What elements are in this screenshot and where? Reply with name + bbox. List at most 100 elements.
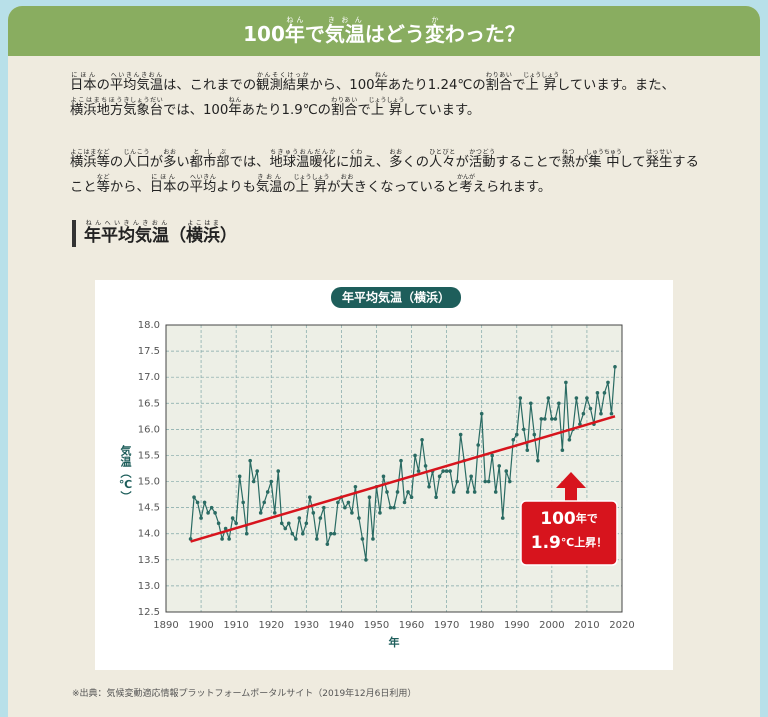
ruby-base: 考 [457,180,476,195]
data-point [609,411,614,416]
annotation-text: 100年で [540,509,598,529]
ruby-word: 考かんが [457,174,476,195]
data-point [364,558,368,562]
furigana: よこはま [186,220,220,227]
ruby-word: 人口じんこう [123,149,150,170]
data-point [322,505,326,510]
furigana: よこはまなど [70,149,110,156]
data-point [557,401,561,406]
data-point [490,453,495,458]
furigana: としぶ [189,149,230,156]
ruby-word: 人々ひとびと [429,149,456,170]
furigana: かつどう [468,149,496,156]
text: で [512,78,526,93]
ruby-base: 多 [163,155,177,170]
text: することで [495,155,562,170]
furigana: にほん [149,174,177,181]
ruby-base: 年平均気温 [84,226,169,246]
data-point [244,531,249,536]
data-point [525,448,530,453]
data-point [581,411,586,416]
furigana: ねんへいきんきおん [84,220,169,227]
data-point [441,469,445,473]
furigana: しゅうちゅう [585,149,622,156]
ruby-base: 発生 [645,155,673,170]
data-point [357,516,361,520]
text: くの [402,155,430,170]
text: では、 [229,155,270,170]
data-point [521,427,526,432]
ruby-word: 発生はっせい [645,149,673,170]
data-point [251,479,256,484]
text: が [149,155,164,170]
data-point [385,490,389,494]
data-point [381,474,386,479]
data-point [550,417,554,421]
data-point [311,511,316,515]
data-point [206,511,210,515]
text: は、これまでの [163,78,257,93]
y-tick-label: 14.5 [138,503,160,514]
data-point [409,495,414,500]
ruby-word: 等など [96,174,110,195]
data-point [423,464,428,468]
data-point [220,537,224,541]
furigana: くわ [349,149,363,156]
ruby-word: 割合わりあい [331,97,358,118]
text: はどう [364,22,425,46]
data-point [486,479,491,484]
text: きくなっていると [353,180,460,195]
ruby-base: 横浜地方 [70,103,124,118]
data-point [560,448,565,453]
data-point [378,511,382,515]
furigana: きおん [324,16,365,24]
furigana: ひとびと [429,149,456,156]
text: で [304,22,325,46]
data-point [585,396,589,400]
data-point [399,458,403,463]
ruby-base: 等 [96,180,110,195]
furigana: わりあい [485,72,513,79]
furigana: じょうしょう [523,72,560,79]
ruby-base: 大 [340,180,354,195]
ruby-base: 熱 [561,155,575,170]
furigana: ねつ [561,149,575,156]
ruby-base: 人口 [123,155,150,170]
text: しています。また、 [556,78,675,93]
text: して [619,155,646,170]
data-point [343,505,347,510]
data-point [444,469,449,473]
text: ） [220,226,237,246]
ruby-word: 日本にほん [70,72,97,93]
annotation-part: 1.9 [531,533,561,553]
furigana: じんこう [123,149,150,156]
x-axis-label: 年 [389,635,400,649]
text: あたり1.9℃の [241,103,331,118]
furigana: きおん [255,174,283,181]
y-tick-label: 17.5 [138,346,160,357]
ruby-base: 横浜等 [70,155,110,170]
y-tick-label: 12.5 [138,607,160,618]
ruby-word: 気温きおん [325,16,365,46]
section-heading: 年平均気温ねんへいきんきおん（横浜よこはま） [72,220,237,247]
data-point [272,511,277,515]
text: え、 [362,155,390,170]
furigana: へいきんきおん [109,72,164,79]
ruby-base: 横浜 [186,226,220,246]
data-point [413,453,417,458]
trend-line [190,415,616,543]
ruby-word: 横浜地方よこはまちほう [70,97,124,118]
y-tick-label: 15.5 [138,450,160,461]
furigana: よこはまちほう [70,97,124,104]
ruby-word: 熱ねつ [561,149,575,170]
data-point [472,490,477,494]
ruby-word: 横浜等よこはまなど [70,149,110,170]
ruby-base: 人々 [429,155,456,170]
annotation-part: 100 [540,509,576,529]
ruby-base: 活動 [468,155,496,170]
data-point [188,537,193,541]
plot-bg [166,325,622,612]
ruby-base: 都市部 [189,155,230,170]
x-tick-label: 1930 [294,620,319,631]
paragraph: 横浜等よこはまなどの人口じんこうが多おおい都市部としぶでは、地球温暖化ちきゅうお… [70,149,700,200]
